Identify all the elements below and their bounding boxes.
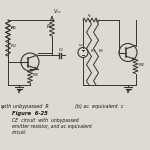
Text: emitter resistor, and ac equivalent: emitter resistor, and ac equivalent <box>12 124 92 129</box>
Text: $r_b$: $r_b$ <box>87 13 92 21</box>
Text: CE  circuit  with  unbypassed: CE circuit with unbypassed <box>12 118 79 123</box>
Text: $V_{cc}$: $V_{cc}$ <box>53 7 62 16</box>
Text: $R_C$: $R_C$ <box>10 24 17 32</box>
Text: $R_C$: $R_C$ <box>45 22 53 31</box>
Text: $R_1$: $R_1$ <box>10 24 17 32</box>
Text: $_E$: $_E$ <box>1 105 5 112</box>
Text: (b) ac  equivalent  c: (b) ac equivalent c <box>75 104 123 109</box>
Text: $v_s$: $v_s$ <box>78 42 85 49</box>
Text: with unbypassed  R: with unbypassed R <box>1 104 49 109</box>
Text: $R_1$: $R_1$ <box>90 48 97 55</box>
Text: $R_2$: $R_2$ <box>98 48 104 55</box>
Text: $C_2$: $C_2$ <box>58 46 64 54</box>
Text: $R_E$: $R_E$ <box>138 61 144 69</box>
Text: Figure  6-25: Figure 6-25 <box>12 111 48 116</box>
Text: circuit.: circuit. <box>12 130 28 135</box>
Text: $R_E$: $R_E$ <box>32 71 39 79</box>
Text: $R_2$: $R_2$ <box>10 42 17 50</box>
